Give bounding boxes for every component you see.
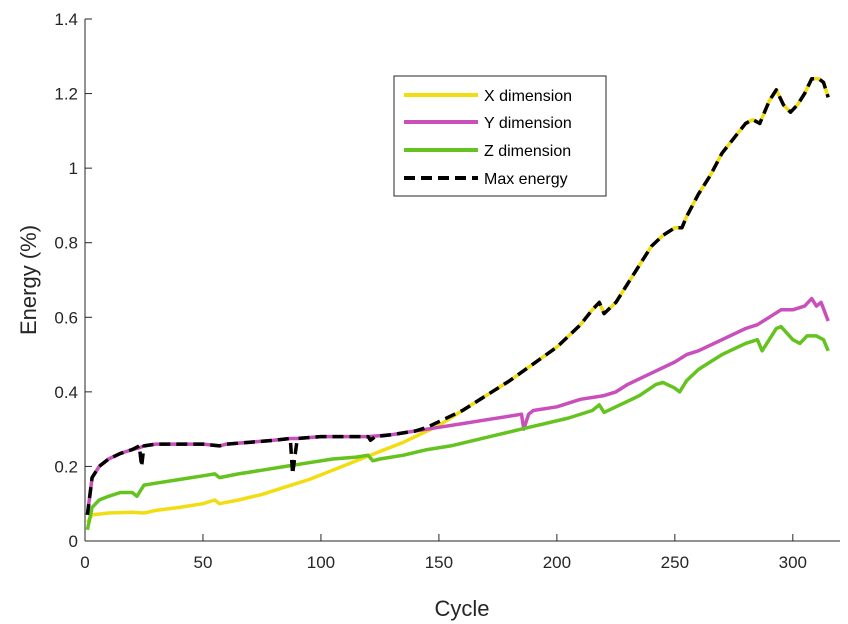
x-tick-label: 200	[543, 553, 571, 572]
series-z-dimension-line	[85, 324, 830, 531]
series-max-energy-line	[85, 76, 830, 516]
legend: X dimension Y dimension Z dimension Max …	[393, 75, 607, 197]
legend-label-max: Max energy	[484, 171, 568, 188]
legend-label-y: Y dimension	[484, 115, 572, 132]
ticks-layer: 0 50 100 150 200 250 300 0 0.2 0.4 0.6 0.8 1 1.2 1.4	[54, 10, 807, 572]
legend-label-x: X dimension	[484, 88, 572, 105]
axes-layer	[84, 19, 840, 542]
x-tick-label: 100	[307, 553, 335, 572]
y-tick-label: 0.2	[54, 457, 78, 476]
x-axis-title: Cycle	[434, 596, 489, 621]
y-tick-label: 0.8	[54, 234, 78, 253]
y-tick-label: 0.4	[54, 383, 78, 402]
y-tick-label: 0	[69, 532, 78, 551]
x-tick-label: 300	[779, 553, 807, 572]
y-tick-label: 1	[69, 159, 78, 178]
y-tick-label: 1.2	[54, 85, 78, 104]
y-tick-label: 0.6	[54, 308, 78, 327]
legend-label-z: Z dimension	[484, 143, 571, 160]
x-tick-label: 50	[194, 553, 213, 572]
series-layer	[85, 76, 830, 531]
x-tick-label: 0	[80, 553, 89, 572]
y-tick-label: 1.4	[54, 10, 78, 29]
series-y-dimension-line	[85, 296, 830, 516]
x-tick-label: 150	[425, 553, 453, 572]
y-axis-title: Energy (%)	[16, 225, 41, 335]
x-tick-label: 250	[661, 553, 689, 572]
